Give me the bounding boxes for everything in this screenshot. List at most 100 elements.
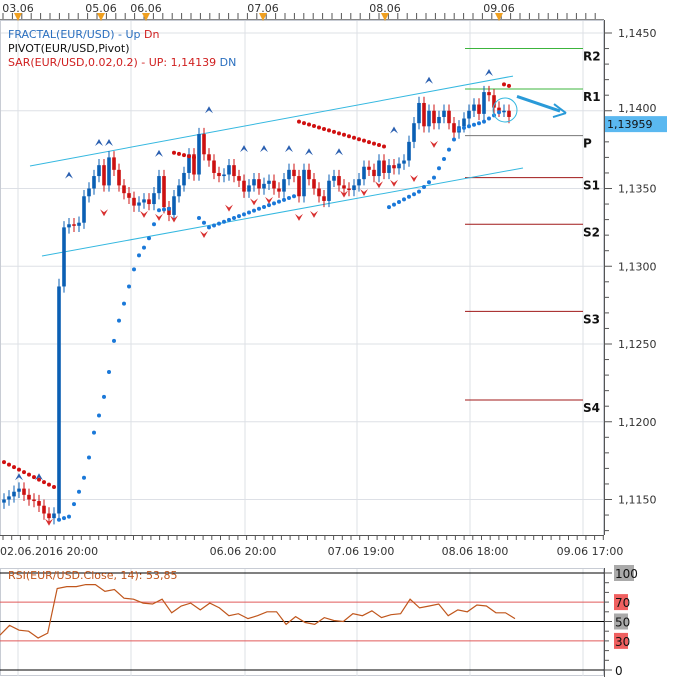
fractal-down-icon <box>410 175 418 183</box>
sar-dot-up <box>97 413 101 418</box>
sar-dot-up <box>202 220 206 225</box>
candle-down <box>37 501 41 506</box>
candle-up <box>282 179 286 192</box>
pivot-label-s4: S4 <box>583 401 600 415</box>
candle-down <box>232 165 236 177</box>
sar-dot-down <box>7 462 11 467</box>
candle-down <box>117 169 121 186</box>
fractal-down-icon <box>265 196 273 204</box>
time-axis-label: 02.06.2016 20:00 <box>0 545 98 558</box>
candle-up <box>407 141 411 161</box>
candle-down <box>372 169 376 177</box>
sar-dot-down <box>302 121 306 126</box>
sar-dot-up <box>467 124 471 129</box>
sar-dot-up <box>62 516 66 521</box>
pivot-label: PIVOT(EUR/USD,Pivot) <box>8 42 130 55</box>
sar-dot-up <box>82 475 86 480</box>
candle-up <box>222 174 226 177</box>
candle-down <box>367 166 371 170</box>
sar-dot-up <box>212 223 216 228</box>
sar-dot-down <box>377 143 381 148</box>
sar-dn-label: DN <box>219 56 237 69</box>
sar-dot-up <box>227 217 231 222</box>
candle-up <box>472 104 476 111</box>
candle-down <box>47 513 51 519</box>
sar-dot-up <box>222 219 226 224</box>
current-price-badge <box>605 116 667 133</box>
candle-down <box>507 110 511 117</box>
candle-down <box>337 176 341 186</box>
candle-up <box>332 176 336 181</box>
price-axis-label: 1,1300 <box>618 260 657 273</box>
candle-down <box>452 123 456 133</box>
candle-up <box>177 185 181 197</box>
candle-up <box>157 176 161 194</box>
sar-dot-down <box>12 465 16 470</box>
sar-dot-down <box>352 135 356 140</box>
sar-dot-down <box>27 472 31 477</box>
sar-up-value: UP: 1,14139 <box>148 56 217 69</box>
fractal-down-icon <box>340 190 348 198</box>
sar-dot-up <box>462 125 466 130</box>
time-axis-label: 08.06 18:00 <box>442 545 509 558</box>
sar-dot-down <box>172 150 176 155</box>
sar-dot-down <box>312 124 316 129</box>
forecast-arrow-head-icon <box>552 103 567 119</box>
candle-up <box>87 188 91 197</box>
fractal-up-icon <box>240 145 248 153</box>
sar-dot-up <box>407 194 411 199</box>
price-axis-label: 1,1450 <box>618 27 657 40</box>
fractal-up-icon <box>285 145 293 153</box>
rsi-level-badge <box>614 632 628 649</box>
candle-down <box>497 107 501 111</box>
fractal-down-icon <box>250 198 258 206</box>
candle-up <box>107 157 111 186</box>
candle-up <box>502 110 506 113</box>
candle-up <box>137 202 141 206</box>
sar-dot-up <box>417 189 421 194</box>
sar-dot-down <box>32 475 36 480</box>
sar-dot-down <box>327 128 331 133</box>
sar-dot-up <box>277 199 281 204</box>
pivot-label-r2: R2 <box>583 50 601 64</box>
candle-up <box>462 118 466 127</box>
sar-dot-down <box>507 83 511 88</box>
candle-down <box>167 207 171 215</box>
sar-dot-down <box>47 482 51 487</box>
candle-down <box>242 180 246 192</box>
candle-up <box>442 110 446 117</box>
sar-dot-up <box>442 156 446 161</box>
rsi-level-badge <box>614 613 628 630</box>
sar-dot-up <box>432 175 436 180</box>
fractal-down-icon <box>225 204 233 212</box>
candle-down <box>317 188 321 197</box>
sar-dot-up <box>232 216 236 221</box>
sar-dot-up <box>482 119 486 124</box>
sar-dot-up <box>57 517 61 522</box>
sar-dot-down <box>2 460 6 465</box>
price-axis-label: 1,1150 <box>618 494 657 507</box>
candle-up <box>197 134 201 175</box>
sar-dot-up <box>487 116 491 121</box>
fractal-up-icon <box>425 76 433 84</box>
sar-dot-up <box>497 110 501 115</box>
pivot-label-s3: S3 <box>583 312 600 326</box>
candle-down <box>27 494 31 500</box>
sar-dot-up <box>67 514 71 519</box>
sar-dot-up <box>472 122 476 127</box>
top-axis-label: 07.06 <box>247 2 279 15</box>
fractal-down-icon <box>360 189 368 197</box>
pivot-label-s1: S1 <box>583 179 600 193</box>
sar-dot-down <box>362 138 366 143</box>
candle-up <box>327 180 331 201</box>
candle-down <box>307 169 311 180</box>
sar-dot-down <box>37 477 41 482</box>
sar-dot-down <box>17 467 21 472</box>
fractal-down-icon <box>390 179 398 187</box>
candle-down <box>32 499 36 502</box>
sar-dot-up <box>167 206 171 211</box>
pivot-label-p: P <box>583 137 592 151</box>
candle-up <box>412 123 416 142</box>
date-marker-icon <box>259 13 267 21</box>
